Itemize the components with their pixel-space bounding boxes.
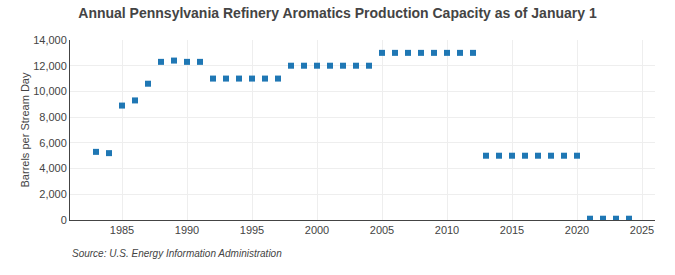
svg-text:8,000: 8,000: [39, 111, 67, 123]
svg-text:2000: 2000: [305, 224, 329, 236]
svg-text:1990: 1990: [175, 224, 199, 236]
svg-text:12,000: 12,000: [33, 60, 67, 72]
svg-text:6,000: 6,000: [39, 137, 67, 149]
svg-text:4,000: 4,000: [39, 162, 67, 174]
svg-text:2015: 2015: [500, 224, 524, 236]
svg-text:10,000: 10,000: [33, 85, 67, 97]
svg-text:2025: 2025: [630, 224, 654, 236]
svg-text:14,000: 14,000: [33, 34, 67, 46]
svg-text:1985: 1985: [110, 224, 134, 236]
svg-text:1995: 1995: [240, 224, 264, 236]
svg-text:Barrels per Stream Day: Barrels per Stream Day: [19, 72, 31, 187]
svg-text:0: 0: [61, 214, 67, 226]
svg-text:2010: 2010: [435, 224, 459, 236]
svg-text:2020: 2020: [565, 224, 589, 236]
svg-text:2,000: 2,000: [39, 188, 67, 200]
svg-text:Annual Pennsylvania Refinery A: Annual Pennsylvania Refinery Aromatics P…: [78, 5, 597, 21]
svg-text:Source: U.S. Energy Informatio: Source: U.S. Energy Information Administ…: [72, 248, 282, 259]
svg-text:2005: 2005: [370, 224, 394, 236]
